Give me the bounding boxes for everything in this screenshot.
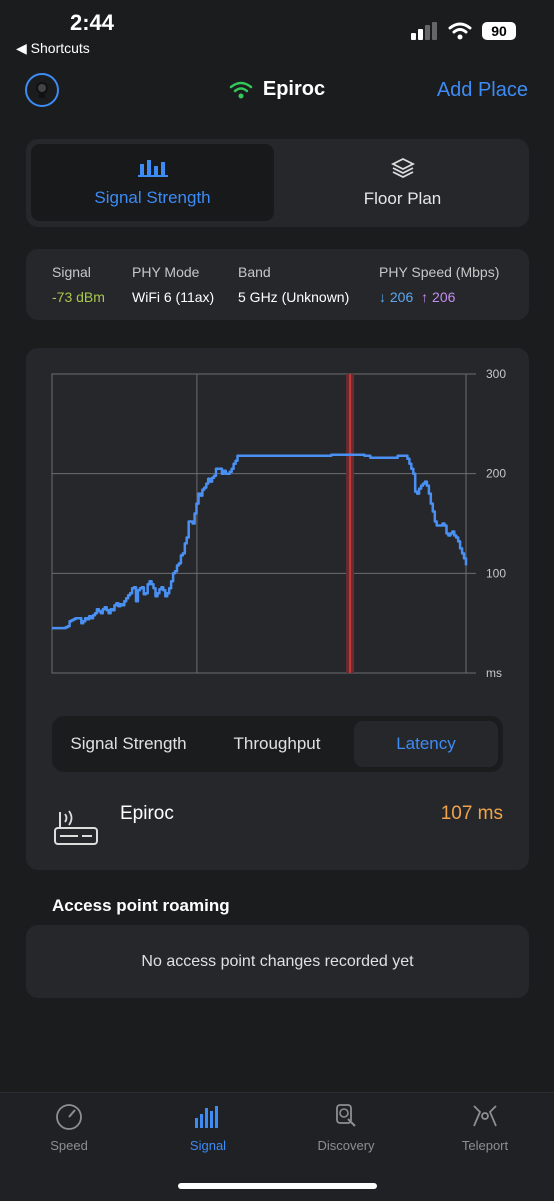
signal-label: Signal	[52, 264, 91, 280]
tab-label: Speed	[50, 1138, 88, 1153]
tab-label: Floor Plan	[363, 188, 442, 208]
roaming-heading: Access point roaming	[52, 896, 230, 915]
phy-mode-info: PHY Mode WiFi 6 (11ax)	[132, 264, 214, 305]
phy-speed-label: PHY Speed (Mbps)	[379, 264, 500, 280]
signal-bars-icon	[137, 159, 168, 177]
phy-speed-values: ↓ 206 ↑ 206	[379, 289, 499, 305]
network-name: Epiroc	[120, 803, 174, 824]
band-info: Band 5 GHz (Unknown)	[238, 264, 349, 305]
tab-teleport[interactable]: Teleport	[440, 1102, 530, 1153]
tab-speed[interactable]: Speed	[24, 1102, 114, 1153]
metric-tab-throughput[interactable]: Throughput	[233, 734, 321, 753]
phy-mode-label: PHY Mode	[132, 264, 200, 280]
latency-series-line	[52, 453, 468, 630]
phy-mode-value: WiFi 6 (11ax)	[132, 289, 215, 305]
roaming-empty-text: No access point changes recorded yet	[141, 952, 414, 970]
add-place-button[interactable]: Add Place	[436, 79, 528, 101]
metric-segmented-control: Signal Strength Throughput Latency	[52, 716, 503, 772]
battery-indicator: 90	[482, 22, 516, 40]
metric-tab-latency[interactable]: Latency	[354, 721, 498, 767]
phy-speed-info: PHY Speed (Mbps) ↓ 206 ↑ 206	[379, 264, 499, 305]
user-icon	[36, 82, 48, 98]
status-icons: 90	[410, 22, 516, 40]
wifi-icon	[229, 81, 253, 98]
signal-info: Signal -73 dBm	[52, 264, 105, 305]
back-label: Shortcuts	[30, 40, 90, 56]
status-time: 2:44	[70, 10, 115, 35]
router-icon	[54, 810, 98, 845]
layers-icon	[390, 157, 415, 178]
tab-bar	[0, 1092, 554, 1201]
profile-avatar-button[interactable]	[25, 73, 59, 107]
teleport-icon	[473, 1105, 497, 1127]
y-tick-label: ms	[486, 666, 502, 680]
tab-label: Discovery	[317, 1138, 375, 1153]
metric-tab-signal-strength[interactable]: Signal Strength	[70, 734, 187, 753]
home-indicator	[178, 1183, 377, 1189]
chart-frame	[51, 373, 467, 674]
page-title: Epiroc	[262, 78, 326, 100]
roaming-empty-card: No access point changes recorded yet	[26, 925, 529, 998]
tab-label: Teleport	[461, 1138, 509, 1153]
cellular-icon	[411, 22, 437, 40]
view-segmented-control: Signal Strength Floor Plan	[26, 139, 529, 227]
latency-value: 107 ms	[440, 803, 503, 824]
band-label: Band	[238, 264, 271, 280]
tab-floor-plan[interactable]: Floor Plan	[281, 144, 524, 221]
y-tick-label: 100	[486, 566, 506, 580]
signal-bars-icon	[195, 1106, 218, 1128]
connection-info-card: Signal -73 dBm PHY Mode WiFi 6 (11ax) Ba…	[26, 249, 529, 320]
back-to-shortcuts[interactable]: ◀ Shortcuts	[16, 40, 90, 56]
tab-label: Signal Strength	[94, 187, 211, 207]
tab-discovery[interactable]: Discovery	[301, 1102, 391, 1153]
y-tick-label: 200	[486, 467, 506, 481]
speedometer-icon	[56, 1104, 82, 1130]
y-tick-label: 300	[486, 367, 506, 381]
latency-chart: 300 200 100 ms	[51, 367, 506, 680]
tab-signal[interactable]: Signal	[163, 1102, 253, 1153]
tab-label: Signal	[189, 1138, 227, 1153]
tab-signal-strength[interactable]: Signal Strength	[31, 144, 274, 221]
band-value: 5 GHz (Unknown)	[238, 289, 350, 305]
upload-speed: ↑ 206	[421, 289, 456, 305]
download-speed: ↓ 206	[379, 289, 414, 305]
signal-value: -73 dBm	[52, 289, 105, 305]
header-title-group: Epiroc	[0, 78, 554, 101]
magnifier-device-icon	[336, 1104, 356, 1127]
wifi-status-icon	[448, 22, 472, 40]
